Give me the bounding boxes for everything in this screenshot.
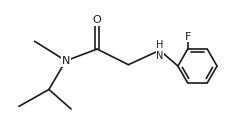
Text: N: N [62, 56, 70, 66]
Text: H
N: H N [156, 40, 163, 61]
Text: F: F [185, 32, 191, 42]
Text: O: O [93, 15, 102, 25]
